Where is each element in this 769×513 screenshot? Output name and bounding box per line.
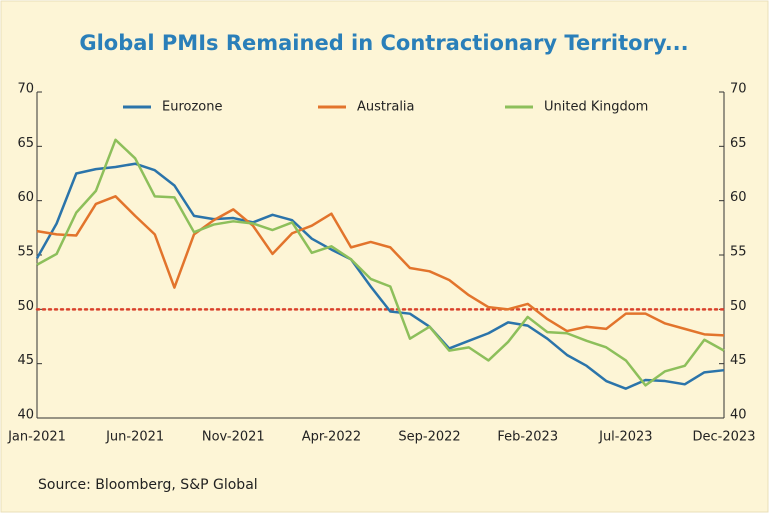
series-line [36, 195, 725, 337]
legend-label: United Kingdom [544, 100, 648, 115]
y2-tick-label: 55 [730, 245, 747, 260]
y-tick-label: 55 [17, 245, 34, 260]
x-tick-label: Jan-2021 [7, 430, 66, 445]
x-tick-label: Jun-2021 [105, 430, 164, 445]
x-tick-label: Feb-2023 [497, 430, 558, 445]
x-tick-label: Dec-2023 [693, 430, 756, 445]
series-line [35, 162, 725, 390]
y-tick-label: 40 [17, 408, 34, 423]
y2-tick-label: 60 [730, 190, 747, 205]
y-tick-label: 50 [17, 299, 34, 314]
y2-tick-label: 40 [730, 408, 747, 423]
legend-label: Eurozone [162, 100, 222, 115]
y-tick-label: 45 [17, 353, 34, 368]
x-tick-label: Nov-2021 [202, 430, 265, 445]
x-tick-label: Jul-2023 [598, 430, 652, 445]
source-note: Source: Bloomberg, S&P Global [38, 477, 258, 493]
series-line [36, 138, 725, 387]
x-tick-label: Apr-2022 [302, 430, 361, 445]
x-tick-label: Sep-2022 [398, 430, 460, 445]
y2-tick-label: 65 [730, 136, 747, 151]
y2-tick-label: 70 [730, 82, 747, 97]
chart-title: Global PMIs Remained in Contractionary T… [79, 31, 688, 55]
legend-label: Australia [357, 100, 415, 115]
y-tick-label: 65 [17, 136, 34, 151]
y-tick-label: 70 [17, 82, 34, 97]
y2-tick-label: 45 [730, 353, 747, 368]
y-tick-label: 60 [17, 190, 34, 205]
y2-tick-label: 50 [730, 299, 747, 314]
